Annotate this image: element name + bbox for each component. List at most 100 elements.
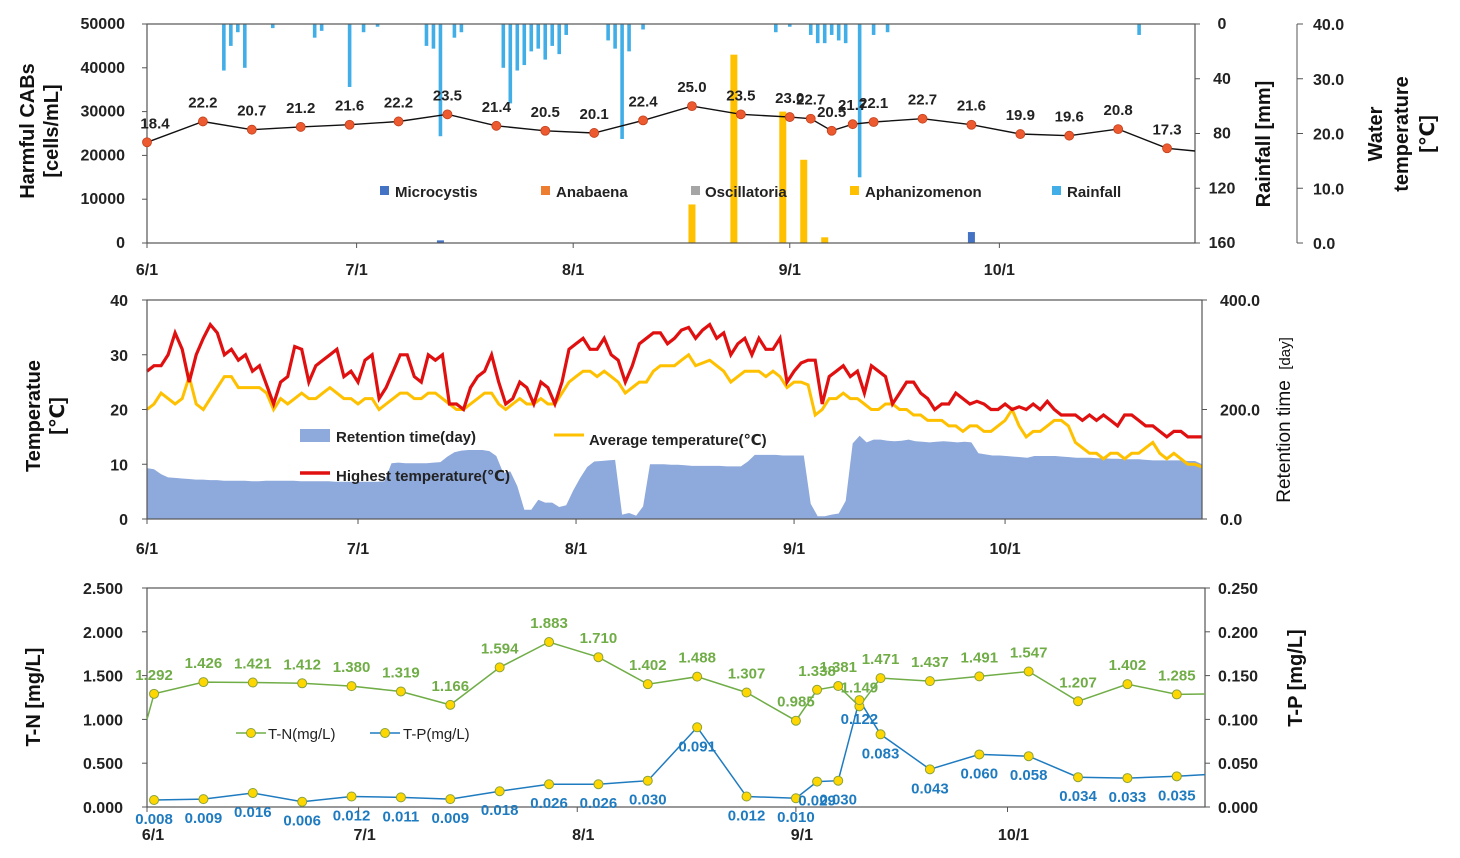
aphanizomenon-bar <box>688 204 696 243</box>
y-axis-title-retention: Retention time [day] <box>1274 337 1295 503</box>
x-tick-label: 10/1 <box>989 541 1020 558</box>
water-temp-data-label: 20.8 <box>1104 102 1133 119</box>
y-left-tick-label: 50000 <box>81 16 126 33</box>
water-temp-data-label: 22.1 <box>859 95 888 112</box>
tn-point <box>445 699 456 710</box>
tp-point <box>875 729 886 740</box>
retention-area <box>147 435 1202 519</box>
tn-data-label: 1.488 <box>678 650 716 667</box>
microcystis-bar <box>436 240 444 243</box>
legend-label-retention: Retention time(day) <box>336 429 476 446</box>
y-tp-tick-label: 0.200 <box>1218 625 1258 642</box>
y-watertemp-tick-label: 40.0 <box>1313 17 1344 34</box>
rainfall-bar <box>641 24 645 30</box>
water-temp-point <box>847 119 858 130</box>
y-axis-title-cabs-2: [cells/mL] <box>41 84 63 177</box>
tn-data-label: 1.491 <box>961 649 999 666</box>
y-rain-tick-label: 80 <box>1213 126 1231 143</box>
tp-point <box>1122 773 1133 784</box>
tn-point <box>642 679 653 690</box>
y-axis-title-cabs-1: Harmful CABs <box>17 63 39 199</box>
y-left-tick-label: 40000 <box>81 60 126 77</box>
tp-data-label: 0.009 <box>432 810 470 827</box>
rainfall-bar <box>774 24 778 33</box>
tn-data-label: 1.883 <box>530 615 568 632</box>
water-temp-data-label: 22.4 <box>628 93 658 110</box>
rainfall-bar <box>522 24 527 66</box>
rainfall-bar <box>829 24 834 35</box>
water-temp-data-label: 18.4 <box>140 115 170 132</box>
tp-data-label: 0.011 <box>383 808 420 825</box>
legend-label-avg-temp: Average temperature(℃) <box>589 432 767 449</box>
x-tick-label: 9/1 <box>783 541 805 558</box>
water-temp-point <box>735 109 746 120</box>
y-retention-tick-label: 400.0 <box>1220 293 1260 310</box>
tp-data-label: 0.030 <box>819 792 857 809</box>
x-tick-label: 10/1 <box>984 262 1015 279</box>
tn-data-label: 1.207 <box>1059 674 1097 691</box>
tp-point <box>247 787 258 798</box>
legend-bottom: T-N(mg/L) T-P(mg/L) <box>236 726 470 743</box>
tn-point <box>593 652 604 663</box>
x-tick-label: 10/1 <box>998 827 1029 844</box>
x-tick-label: 6/1 <box>136 262 158 279</box>
tn-point <box>1122 679 1133 690</box>
tn-point <box>924 676 935 687</box>
y-rain-tick-label: 160 <box>1209 235 1236 252</box>
tp-point <box>346 791 357 802</box>
tn-point <box>833 681 844 692</box>
rainfall-bar <box>1137 24 1141 35</box>
water-temp-data-label: 20.5 <box>817 104 846 121</box>
x-tick-label: 6/1 <box>136 541 158 558</box>
water-temp-point <box>246 124 257 135</box>
x-tick-label: 7/1 <box>347 541 369 558</box>
y-axis-title-watertemp-3: [℃] <box>1417 115 1439 153</box>
water-temp-point <box>491 120 502 131</box>
y-left-tick-label: 0 <box>116 235 125 252</box>
microcystis-bar <box>967 232 975 243</box>
rainfall-bar <box>787 24 792 27</box>
legend-label-oscillatoria: Oscillatoria <box>705 184 787 201</box>
tn-point <box>741 687 752 698</box>
tp-data-label: 0.035 <box>1158 787 1196 804</box>
tp-point <box>812 776 823 787</box>
water-temp-point <box>805 113 816 124</box>
avg-temp-series-line <box>146 352 1203 469</box>
legend-swatch-microcystis <box>380 186 389 195</box>
tn-data-label: 1.426 <box>185 655 223 672</box>
y-left-tick-label: 20000 <box>81 147 126 164</box>
tp-data-label: 0.012 <box>333 807 371 824</box>
tn-point <box>875 673 886 684</box>
water-temp-data-label: 22.7 <box>908 92 937 109</box>
rainfall-bar <box>508 24 513 104</box>
tp-point <box>854 695 865 706</box>
rainfall-bar <box>222 24 226 71</box>
rainfall-bar <box>871 24 876 35</box>
rainfall-bar <box>627 24 631 52</box>
y-watertemp-tick-label: 10.0 <box>1313 181 1344 198</box>
tn-series-line <box>146 641 1206 722</box>
y-axis-title-watertemp-1: Water <box>1365 106 1387 161</box>
rainfall-bar <box>452 24 457 38</box>
tn-data-label: 1.437 <box>911 654 949 671</box>
water-temp-data-label: 23.5 <box>726 87 755 104</box>
water-temp-point <box>826 125 837 136</box>
tp-data-label: 0.043 <box>911 780 949 797</box>
tn-point <box>1073 696 1084 707</box>
legend-label-microcystis: Microcystis <box>395 184 478 201</box>
water-temp-data-label: 23.0 <box>775 90 804 107</box>
water-temp-point <box>540 125 551 136</box>
water-temp-data-label: 21.4 <box>482 99 512 116</box>
water-temp-point <box>589 128 600 138</box>
y-tn-tick-label: 2.500 <box>83 581 123 598</box>
y-temp-tick-label: 40 <box>110 293 128 310</box>
rainfall-bar <box>606 24 610 41</box>
tp-point <box>924 764 935 775</box>
rainfall-bar <box>822 24 827 44</box>
rainfall-bar <box>375 24 380 27</box>
tp-point <box>833 775 844 786</box>
tp-point <box>149 794 160 805</box>
tn-point <box>297 678 308 689</box>
tn-point <box>974 671 985 682</box>
tp-point <box>198 794 209 805</box>
